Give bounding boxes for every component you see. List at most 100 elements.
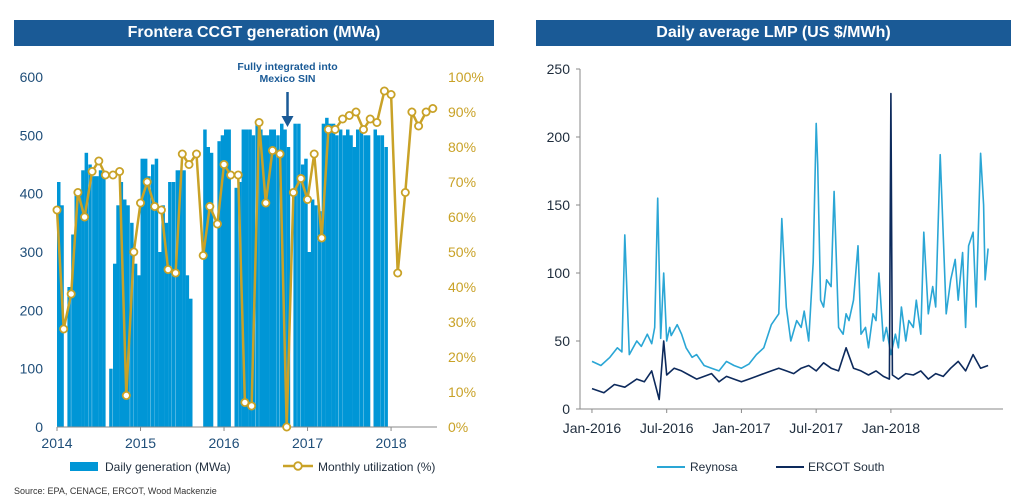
generation-bar (346, 129, 350, 427)
utilization-point (177, 149, 187, 159)
generation-bar (119, 182, 124, 427)
generation-bar (297, 123, 301, 427)
lmp-y-tick-label: 50 (554, 333, 570, 349)
utilization-point (115, 166, 125, 176)
legend-utilization-label: Monthly utilization (%) (318, 460, 435, 474)
generation-bar (74, 190, 78, 427)
x-tick-label: 2016 (208, 435, 239, 451)
generation-bar (272, 129, 276, 427)
generation-bar (328, 123, 332, 427)
utilization-point (100, 170, 110, 180)
generation-bar (168, 182, 172, 427)
utilization-point (344, 111, 354, 121)
generation-bar (265, 135, 270, 428)
generation-bar (286, 147, 291, 427)
utilization-point (150, 201, 160, 211)
y-tick-label: 600 (20, 69, 44, 85)
generation-bar (276, 135, 280, 428)
x-tick-label: 2017 (292, 435, 323, 451)
utilization-point (317, 233, 327, 243)
generation-bar (293, 123, 297, 427)
y2-tick-label: 40% (448, 279, 476, 295)
utilization-point (351, 107, 361, 117)
annotation-label: Fully integrated into (237, 61, 337, 73)
utilization-point (87, 166, 97, 176)
y-tick-label: 200 (20, 302, 44, 318)
utilization-point (247, 401, 257, 411)
y-tick-label: 500 (20, 127, 44, 143)
utilization-point (240, 397, 250, 407)
generation-bar (130, 222, 134, 427)
utilization-point (379, 86, 389, 96)
generation-bar (304, 158, 308, 427)
generation-bar (189, 298, 193, 427)
generation-bar (164, 222, 169, 427)
generation-bar (321, 123, 326, 427)
utilization-point (205, 201, 215, 211)
generation-bar (220, 135, 225, 428)
utilization-point (296, 173, 306, 183)
utilization-point (421, 107, 431, 117)
y2-tick-label: 0% (448, 419, 468, 435)
utilization-point (191, 149, 201, 159)
generation-bar (137, 275, 141, 427)
generation-bar (338, 129, 343, 427)
lmp-x-tick-label: Jan-2017 (712, 420, 771, 436)
x-tick-label: 2015 (125, 435, 156, 451)
utilization-point (365, 114, 375, 124)
generation-bar (352, 147, 357, 427)
generation-bar (154, 158, 159, 427)
generation-bar (98, 170, 103, 428)
y2-tick-label: 50% (448, 244, 476, 260)
generation-bar (151, 164, 155, 427)
lmp-y-tick-label: 150 (547, 197, 571, 213)
generation-bar (84, 152, 89, 428)
utilization-point (198, 250, 208, 260)
utilization-point (212, 219, 222, 229)
generation-bar (234, 187, 238, 427)
utilization-point (80, 212, 90, 222)
generation-bar (283, 129, 287, 427)
utilization-point (73, 187, 83, 197)
generation-bar (161, 205, 165, 427)
generation-bar (307, 252, 311, 427)
lmp-y-tick-label: 200 (547, 129, 571, 145)
utilization-point (414, 121, 424, 131)
generation-bar (92, 176, 96, 427)
legend-ercot-label: ERCOT South (808, 460, 884, 474)
utilization-point (428, 104, 438, 114)
generation-bar (113, 263, 117, 427)
generation-bar (171, 182, 176, 427)
utilization-point (142, 177, 152, 187)
generation-bar (185, 275, 190, 427)
utilization-point (407, 107, 417, 117)
generation-bar (255, 123, 259, 427)
y2-tick-label: 30% (448, 314, 476, 330)
utilization-point (261, 198, 271, 208)
generation-bar (158, 252, 162, 427)
generation-bar (262, 135, 266, 428)
generation-bar (342, 135, 347, 428)
generation-chart-title: Frontera CCGT generation (MWa) (14, 20, 494, 46)
generation-bar (57, 182, 61, 427)
y2-tick-label: 70% (448, 174, 476, 190)
generation-bar (380, 135, 385, 428)
generation-bar (217, 141, 221, 427)
generation-bar (126, 205, 130, 427)
lmp-chart-title: Daily average LMP (US $/MWh) (536, 20, 1011, 46)
generation-bar (314, 205, 318, 427)
generation-bar (178, 170, 183, 428)
generation-bar (238, 182, 242, 427)
generation-bar (95, 176, 99, 427)
generation-bar (376, 135, 381, 428)
generation-bar (133, 263, 138, 427)
lmp-y-tick-label: 100 (547, 265, 571, 281)
utilization-point (219, 159, 229, 169)
legend-generation-swatch (70, 462, 98, 471)
utilization-point (358, 125, 368, 135)
generation-bar (318, 211, 322, 427)
generation-bar (241, 129, 246, 427)
lmp-y-tick-label: 0 (562, 401, 570, 417)
utilization-point (135, 198, 145, 208)
y-tick-label: 0 (35, 419, 43, 435)
